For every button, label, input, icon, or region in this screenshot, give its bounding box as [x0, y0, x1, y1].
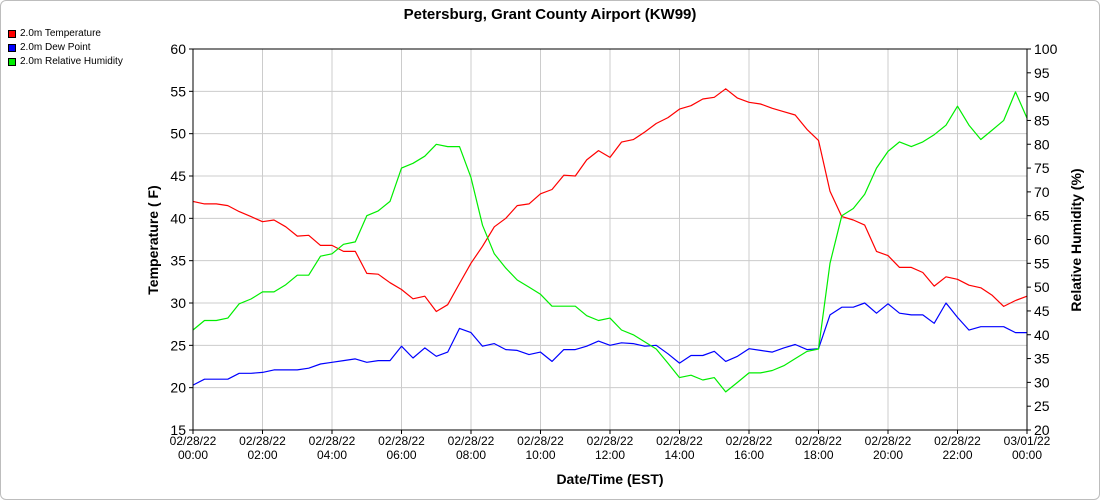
x-tick-label-date: 02/28/22 — [656, 434, 703, 448]
chart-legend: 2.0m Temperature 2.0m Dew Point 2.0m Rel… — [8, 27, 123, 69]
y2-tick-label: 55 — [1034, 255, 1050, 271]
x-tick-label-date: 02/28/22 — [726, 434, 773, 448]
y-axis-label: Temperature ( F) — [145, 185, 161, 294]
y2-tick-label: 20 — [1034, 422, 1050, 438]
legend-label-relative-humidity: 2.0m Relative Humidity — [20, 56, 123, 67]
legend-label-dew-point: 2.0m Dew Point — [20, 42, 91, 53]
x-tick-label-date: 02/28/22 — [517, 434, 564, 448]
x-tick-label-date: 02/28/22 — [934, 434, 981, 448]
y2-axis-ticks: 20 25 30 35 40 45 50 55 60 65 70 75 80 85 90 95 100 — [1027, 41, 1058, 438]
y-tick-label: 40 — [170, 210, 186, 226]
y2-tick-label: 60 — [1034, 232, 1050, 248]
x-tick-label-time: 18:00 — [803, 448, 833, 462]
x-tick-label-time: 14:00 — [664, 448, 694, 462]
x-axis-ticks: 02/28/2200:0002/28/2202:0002/28/2204:000… — [170, 430, 1051, 462]
y2-tick-label: 45 — [1034, 303, 1050, 319]
series-line-2-0m-temperature — [192, 88, 1028, 313]
x-tick-label-date: 02/28/22 — [170, 434, 217, 448]
y-tick-label: 15 — [170, 422, 186, 438]
y2-tick-label: 70 — [1034, 184, 1050, 200]
x-tick-label-time: 02:00 — [247, 448, 277, 462]
x-tick-label-date: 02/28/22 — [378, 434, 425, 448]
series-line-2-0m-relative-humidity — [192, 91, 1028, 393]
legend-item-relative-humidity: 2.0m Relative Humidity — [8, 55, 123, 69]
x-tick-label-date: 02/28/22 — [587, 434, 634, 448]
y-tick-label: 60 — [170, 41, 186, 57]
x-tick-label-date: 02/28/22 — [239, 434, 286, 448]
x-tick-label-date: 02/28/22 — [448, 434, 495, 448]
grid-lines — [193, 49, 1027, 430]
y-tick-label: 25 — [170, 337, 186, 353]
y2-tick-label: 30 — [1034, 374, 1050, 390]
x-tick-label-time: 12:00 — [595, 448, 625, 462]
y2-axis-label: Relative Humidity (%) — [1068, 168, 1084, 311]
legend-swatch-relative-humidity — [8, 58, 16, 66]
x-tick-label-time: 10:00 — [525, 448, 555, 462]
y-tick-label: 30 — [170, 295, 186, 311]
x-tick-label-time: 04:00 — [317, 448, 347, 462]
legend-swatch-dew-point — [8, 44, 16, 52]
y2-tick-label: 85 — [1034, 112, 1050, 128]
legend-item-temperature: 2.0m Temperature — [8, 27, 123, 41]
x-tick-label-time: 22:00 — [942, 448, 972, 462]
y-tick-label: 35 — [170, 253, 186, 269]
y-tick-label: 50 — [170, 126, 186, 142]
x-tick-label-date: 03/01/22 — [1004, 434, 1051, 448]
x-tick-label-time: 06:00 — [386, 448, 416, 462]
y2-tick-label: 100 — [1034, 41, 1058, 57]
y2-tick-label: 65 — [1034, 208, 1050, 224]
x-tick-label-time: 16:00 — [734, 448, 764, 462]
y2-tick-label: 35 — [1034, 351, 1050, 367]
x-tick-label-date: 02/28/22 — [795, 434, 842, 448]
chart-title: Petersburg, Grant County Airport (KW99) — [404, 6, 697, 23]
x-tick-label-date: 02/28/22 — [309, 434, 356, 448]
y-tick-label: 20 — [170, 380, 186, 396]
legend-swatch-temperature — [8, 30, 16, 38]
x-tick-label-time: 00:00 — [178, 448, 208, 462]
legend-label-temperature: 2.0m Temperature — [20, 28, 101, 39]
y2-tick-label: 80 — [1034, 136, 1050, 152]
y2-tick-label: 95 — [1034, 65, 1050, 81]
legend-item-dew-point: 2.0m Dew Point — [8, 41, 123, 55]
plot-border — [192, 48, 1028, 431]
series-lines — [192, 88, 1028, 393]
x-tick-label-time: 08:00 — [456, 448, 486, 462]
y2-tick-label: 40 — [1034, 327, 1050, 343]
x-tick-label-date: 02/28/22 — [865, 434, 912, 448]
x-tick-label-time: 00:00 — [1012, 448, 1042, 462]
y-axis-ticks: 15 20 25 30 35 40 45 50 55 60 — [170, 41, 193, 438]
y2-tick-label: 75 — [1034, 160, 1050, 176]
series-line-2-0m-dew-point — [192, 302, 1027, 386]
y-tick-label: 45 — [170, 168, 186, 184]
y2-tick-label: 50 — [1034, 279, 1050, 295]
x-tick-label-time: 20:00 — [873, 448, 903, 462]
y2-tick-label: 90 — [1034, 89, 1050, 105]
x-axis-label: Date/Time (EST) — [556, 471, 663, 487]
y2-tick-label: 25 — [1034, 398, 1050, 414]
y-tick-label: 55 — [170, 83, 186, 99]
